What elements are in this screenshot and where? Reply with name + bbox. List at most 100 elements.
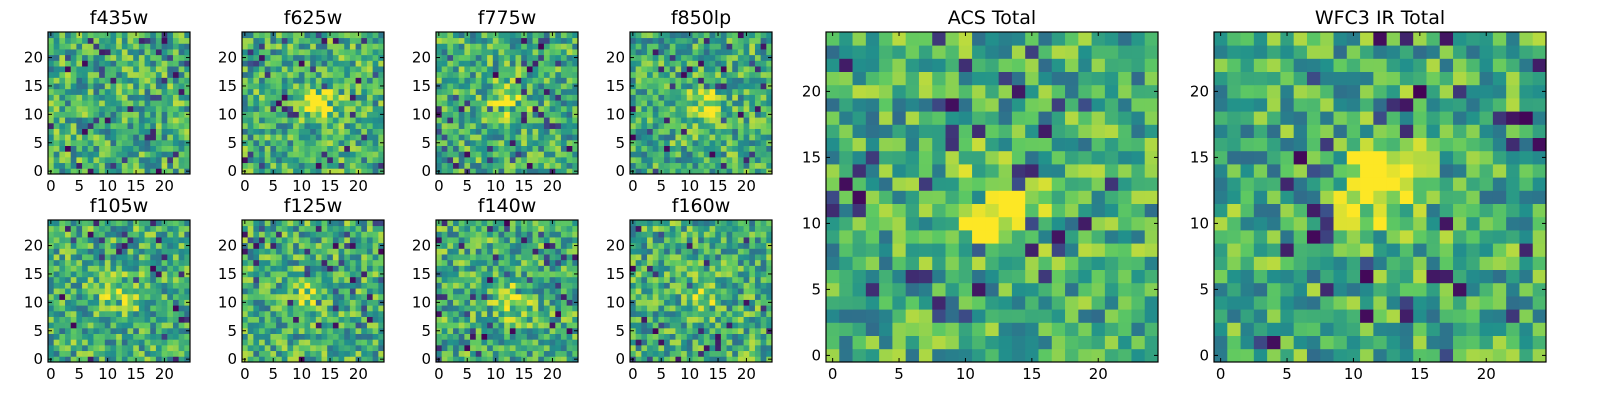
heatmap-cell <box>133 151 140 158</box>
heatmap-cell <box>726 94 733 101</box>
heatmap-cell <box>298 231 305 238</box>
heatmap-cell <box>242 231 249 238</box>
heatmap-cell <box>641 162 648 169</box>
heatmap-cell <box>82 37 89 44</box>
heatmap-cell <box>178 134 185 141</box>
heatmap-cell <box>161 100 168 107</box>
heatmap-cell <box>703 94 710 101</box>
x-tick-label: 0 <box>434 177 444 195</box>
heatmap-cell <box>270 54 277 61</box>
heatmap-cell <box>287 220 294 227</box>
heatmap-cell <box>304 231 311 238</box>
heatmap-cell <box>93 83 100 90</box>
heatmap-cell <box>549 344 556 352</box>
heatmap-cell <box>121 356 128 363</box>
heatmap-cell <box>310 276 317 283</box>
heatmap-cell <box>48 322 55 329</box>
heatmap-cell <box>560 100 568 107</box>
heatmap-cell <box>760 94 767 101</box>
heatmap-cell <box>475 83 482 90</box>
heatmap-cell <box>709 100 716 107</box>
heatmap-cell <box>338 271 345 278</box>
heatmap-cell <box>647 151 654 158</box>
heatmap-cell <box>641 117 648 124</box>
heatmap-cell <box>737 66 744 73</box>
heatmap-cell <box>121 282 128 289</box>
heatmap-cell <box>172 77 180 84</box>
heatmap-cell <box>509 339 516 346</box>
heatmap-cell <box>242 254 249 261</box>
heatmap-cell <box>361 259 368 266</box>
heatmap-cell <box>464 162 471 169</box>
heatmap-cell <box>447 105 454 112</box>
heatmap-cell <box>458 145 465 152</box>
heatmap-cell <box>726 88 733 95</box>
heatmap-cell <box>715 299 722 306</box>
heatmap-cell <box>366 265 374 272</box>
heatmap-cell <box>766 344 773 352</box>
heatmap-cell <box>127 77 134 84</box>
heatmap-cell <box>669 350 676 357</box>
heatmap-cell <box>641 271 648 278</box>
heatmap-cell <box>658 310 665 317</box>
heatmap-cell <box>116 100 123 107</box>
heatmap-cell <box>481 254 488 261</box>
heatmap-cell <box>760 100 767 107</box>
heatmap-cell <box>453 254 460 261</box>
heatmap-cell <box>344 225 351 232</box>
heatmap-cell <box>470 151 477 158</box>
heatmap-cell <box>669 43 676 50</box>
heatmap-cell <box>167 254 174 261</box>
heatmap-cell <box>104 339 111 346</box>
heatmap-cell <box>253 322 260 329</box>
heatmap-cell <box>766 66 773 73</box>
heatmap-cell <box>498 339 505 346</box>
heatmap-cell <box>538 356 545 363</box>
heatmap-cell <box>293 54 300 61</box>
heatmap-cell <box>121 271 128 278</box>
heatmap-cell <box>635 344 642 352</box>
heatmap-cell <box>184 282 191 289</box>
heatmap-cell <box>110 49 117 56</box>
heatmap-cell <box>172 237 180 244</box>
heatmap-cell <box>332 231 339 238</box>
heatmap-cell <box>475 145 482 152</box>
heatmap-cell <box>161 242 168 249</box>
heatmap-cell <box>572 105 579 112</box>
heatmap-cell <box>121 225 128 232</box>
heatmap-cell <box>293 71 300 78</box>
heatmap-cell <box>470 139 477 146</box>
heatmap-cell <box>82 237 89 244</box>
heatmap-cell <box>161 37 168 44</box>
heatmap-cell <box>172 60 180 67</box>
heatmap-cell <box>172 88 180 95</box>
heatmap-cell <box>566 60 573 67</box>
heatmap-cell <box>543 77 550 84</box>
heatmap-cell <box>686 83 693 90</box>
heatmap-cell <box>481 237 488 244</box>
heatmap-cell <box>76 288 83 295</box>
heatmap-cell <box>509 94 516 101</box>
heatmap-cell <box>276 111 283 118</box>
heatmap-cell <box>53 350 60 357</box>
heatmap-cell <box>150 77 157 84</box>
heatmap-cell <box>464 88 471 95</box>
heatmap-cell <box>647 37 654 44</box>
heatmap-cell <box>121 54 128 61</box>
heatmap-cell <box>53 111 60 118</box>
heatmap-cell <box>116 305 123 312</box>
heatmap-cell <box>470 94 477 101</box>
heatmap-cell <box>70 288 77 295</box>
heatmap-cell <box>155 350 162 357</box>
heatmap-cell <box>59 322 66 329</box>
heatmap-cell <box>481 225 488 232</box>
heatmap-cell <box>104 225 111 232</box>
heatmap-cell <box>59 77 66 84</box>
heatmap-cell <box>321 248 328 255</box>
heatmap-cell <box>681 122 688 129</box>
y-tick-label: 15 <box>606 77 625 95</box>
heatmap-cell <box>538 333 545 340</box>
heatmap-cell <box>82 83 89 90</box>
heatmap-cell <box>664 327 671 334</box>
heatmap-cell <box>298 265 305 272</box>
